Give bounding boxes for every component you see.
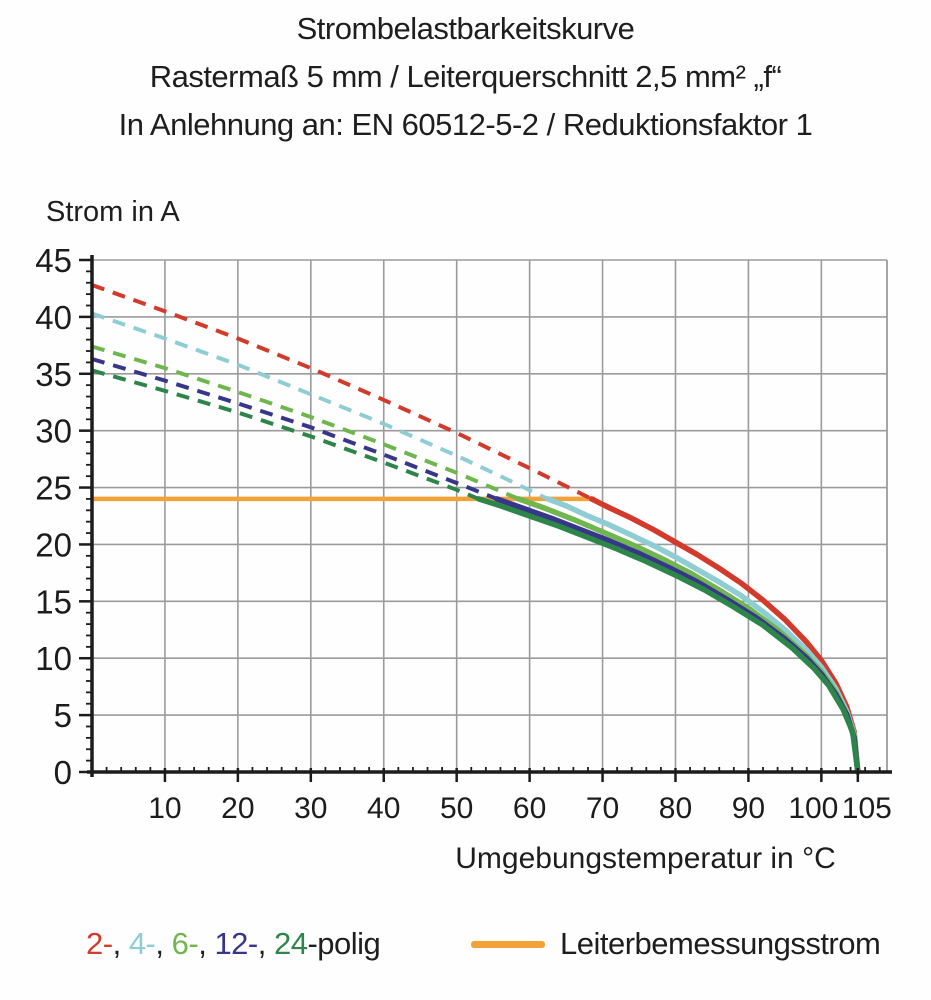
y-tick-label: 0 [54, 754, 72, 791]
title-line-2: Rastermaß 5 mm / Leiterquerschnitt 2,5 m… [149, 59, 782, 94]
x-tick-label: 60 [513, 792, 546, 825]
x-tick-label: 10 [148, 792, 181, 825]
x-tick-label: 40 [367, 792, 400, 825]
y-tick-label: 40 [35, 299, 72, 336]
series-solid-2-polig [588, 496, 861, 775]
x-axis-title: Umgebungstemperatur in °C [455, 842, 836, 875]
legend-separator: , [198, 926, 215, 961]
reference-line-swatch [471, 940, 545, 948]
legend-pole-2: 2- [86, 926, 113, 961]
series-dashed-2-polig [91, 283, 593, 501]
x-tick-label: 80 [659, 792, 692, 825]
legend-poles: 2-, 4-, 6-, 12-, 24-polig [86, 926, 381, 962]
reference-line-label: Leiterbemessungsstrom [560, 926, 881, 961]
legend-separator: , [112, 926, 129, 961]
chart-plot-area: 10 20 30 40 50 60 70 80 90 100 105 0 5 10 15 20 25 30 35 40… [35, 242, 892, 825]
y-tick-label: 10 [35, 640, 72, 677]
series-dashed-4-polig [91, 311, 549, 501]
title-line-1: Strombelastbarkeitskurve [296, 11, 635, 46]
y-tick-label: 25 [35, 470, 72, 507]
y-tick-label: 20 [35, 526, 72, 563]
y-axis-title: Strom in A [46, 196, 180, 228]
x-tick-label: 105 [842, 792, 892, 825]
legend-pole-suffix: -polig [307, 926, 381, 961]
legend-reference: Leiterbemessungsstrom [471, 926, 881, 962]
chart-title: Strombelastbarkeitskurve Rastermaß 5 mm … [0, 5, 931, 149]
series-dashed-12-polig [91, 357, 498, 501]
legend-separator: , [155, 926, 172, 961]
x-tick-label: 30 [294, 792, 327, 825]
legend-pole-6: 6- [171, 926, 199, 961]
x-tick-label: 20 [221, 792, 254, 825]
legend-pole-24: 24 [273, 926, 308, 961]
series-solid-6-polig [515, 496, 861, 775]
x-tick-label: 70 [586, 792, 619, 825]
legend-pole-4: 4- [128, 926, 156, 961]
x-tick-label: 50 [440, 792, 473, 825]
legend-separator: , [257, 926, 274, 961]
y-tick-label: 5 [54, 697, 72, 734]
y-tick-label: 45 [35, 242, 72, 279]
legend-pole-12: 12- [214, 926, 258, 961]
series-dashed-6-polig [91, 344, 520, 501]
y-tick-label: 30 [35, 413, 72, 450]
series-dashed-24-polig [91, 368, 480, 501]
series-solid-24-polig [475, 496, 861, 775]
x-tick-label: 100 [788, 792, 838, 825]
title-line-3: In Anlehnung an: EN 60512-5-2 / Reduktio… [118, 107, 813, 142]
y-tick-label: 35 [35, 356, 72, 393]
y-tick-label: 15 [35, 583, 72, 620]
x-tick-label: 90 [732, 792, 765, 825]
